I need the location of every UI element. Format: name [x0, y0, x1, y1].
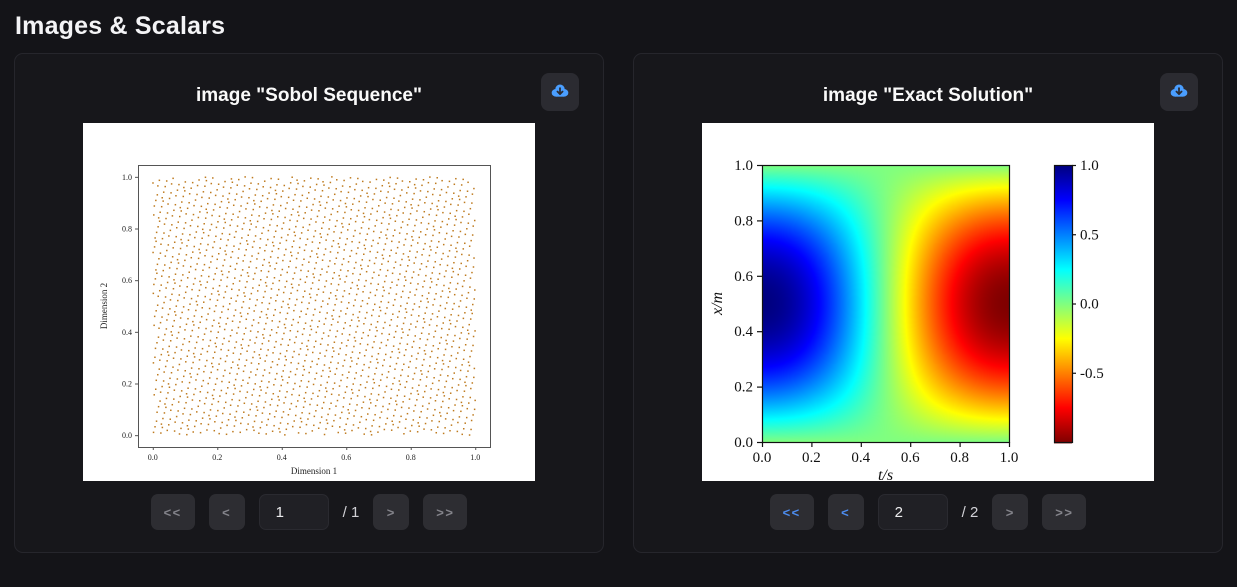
page-total-label: / 2 — [961, 503, 979, 521]
prev-page-button[interactable]: < — [208, 494, 245, 530]
card-header: image "Sobol Sequence" — [15, 54, 603, 123]
cards-row: image "Sobol Sequence" — [0, 53, 1237, 553]
cloud-download-icon — [1169, 81, 1189, 104]
first-page-button[interactable]: << — [769, 494, 814, 530]
image-card-exact-solution: image "Exact Solution" — [633, 53, 1223, 553]
card-title: image "Sobol Sequence" — [195, 85, 422, 106]
download-button[interactable] — [1160, 73, 1198, 111]
image-card-sobol-sequence: image "Sobol Sequence" — [14, 53, 604, 553]
prev-page-button[interactable]: < — [827, 494, 864, 530]
cloud-download-icon — [550, 81, 570, 104]
card-title: image "Exact Solution" — [822, 85, 1034, 106]
page-number-input[interactable] — [877, 494, 948, 530]
exact-solution-plot — [702, 123, 1154, 481]
page-number-input[interactable] — [258, 494, 329, 530]
page-title: Images & Scalars — [15, 12, 226, 40]
sobol-sequence-plot — [83, 123, 535, 481]
card-header: image "Exact Solution" — [634, 54, 1222, 123]
first-page-button[interactable]: << — [150, 494, 195, 530]
last-page-button[interactable]: >> — [423, 494, 468, 530]
last-page-button[interactable]: >> — [1042, 494, 1087, 530]
next-page-button[interactable]: > — [373, 494, 410, 530]
figure-sobol-sequence — [83, 123, 535, 481]
download-button[interactable] — [541, 73, 579, 111]
pagination: << < / 2 > >> — [634, 494, 1222, 530]
figure-exact-solution — [702, 123, 1154, 481]
pagination: << < / 1 > >> — [15, 494, 603, 530]
page-total-label: / 1 — [342, 503, 360, 521]
next-page-button[interactable]: > — [992, 494, 1029, 530]
